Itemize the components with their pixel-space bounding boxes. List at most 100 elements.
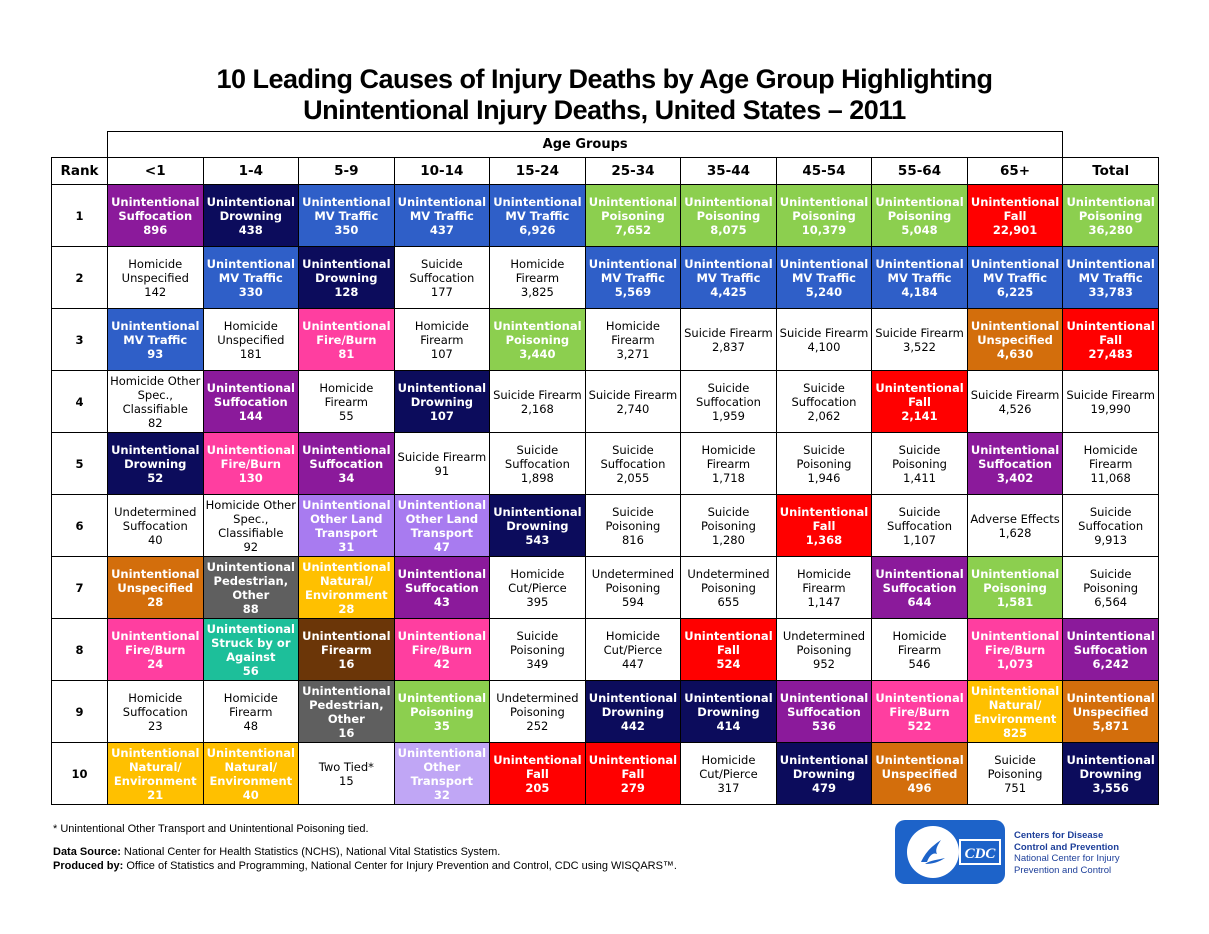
column-header: 55-64 (871, 157, 968, 185)
cause-label: Unintentional Fire/Burn (111, 628, 200, 657)
death-count: 27,483 (1088, 346, 1133, 361)
table-cell: Unintentional Drowning 3,556 (1062, 742, 1159, 805)
death-count: 442 (620, 718, 645, 733)
rank-cell: 8 (51, 618, 108, 681)
table-cell: Unintentional MV Traffic 6,926 (489, 184, 586, 247)
rank-cell: 10 (51, 742, 108, 805)
table-cell: Unintentional Poisoning 1,581 (966, 556, 1064, 619)
cause-label: Homicide Firearm (796, 566, 851, 595)
cause-label: Homicide Other Spec., Classifiable (110, 373, 201, 416)
cause-label: Unintentional MV Traffic (397, 194, 487, 223)
death-count: 751 (1004, 780, 1027, 795)
death-count: 15 (339, 773, 354, 788)
cause-label: Unintentional Fire/Burn (302, 318, 391, 347)
death-count: 438 (238, 222, 263, 237)
death-count: 896 (143, 222, 168, 237)
death-count: 524 (716, 656, 741, 671)
cause-label: Unintentional Fall (970, 194, 1060, 223)
death-count: 6,225 (996, 284, 1034, 299)
table-cell: Homicide Suffocation 23 (107, 680, 204, 743)
death-count: 47 (433, 539, 450, 554)
table-row: 5 Unintentional Drowning 52 Unintentional F… (51, 432, 1159, 495)
cause-label: Unintentional MV Traffic (970, 256, 1060, 285)
cause-label: Homicide Firearm (701, 442, 756, 471)
table-cell: Unintentional Poisoning 8,075 (680, 184, 777, 247)
death-count: 93 (147, 346, 164, 361)
death-count: 522 (907, 718, 932, 733)
death-count: 496 (907, 780, 932, 795)
cause-label: Two Tied* (318, 759, 374, 774)
cause-label: Unintentional Suffocation (875, 566, 964, 595)
table-row: 4 Homicide Other Spec., Classifiable 82 Uni… (51, 370, 1159, 433)
table-cell: Unintentional Unspecified 4,630 (966, 308, 1064, 371)
table-cell: Unintentional Fall 1,368 (775, 494, 873, 557)
death-count: 3,271 (616, 346, 650, 361)
table-cell: Suicide Poisoning 1,946 (775, 432, 873, 495)
cdc-name-line-4: Prevention and Control (1014, 864, 1112, 876)
title-line-2: Unintentional Injury Deaths, United Stat… (303, 95, 906, 125)
cause-label: Unintentional Drowning (588, 690, 678, 719)
table-cell: Unintentional Poisoning 7,652 (584, 184, 682, 247)
death-count: 6,242 (1092, 656, 1129, 671)
hhs-cdc-logo: CDC (895, 820, 1005, 884)
table-cell: Unintentional Other Land Transport 47 (393, 494, 491, 557)
death-count: 437 (429, 222, 454, 237)
table-cell: Undetermined Poisoning 952 (775, 618, 873, 681)
cause-label: Unintentional Poisoning (684, 194, 773, 223)
cdc-name-line-1: Centers for Disease (1014, 830, 1104, 841)
death-count: 36,280 (1088, 222, 1133, 237)
death-count: 23 (147, 718, 163, 733)
column-header: 45-54 (775, 157, 873, 185)
death-count: 28 (147, 594, 164, 609)
table-cell: Suicide Firearm 91 (393, 432, 491, 495)
table-cell: Unintentional Fire/Burn 130 (202, 432, 300, 495)
cause-label: Suicide Firearm (1066, 387, 1155, 402)
table-cell: Unintentional Fall 205 (489, 742, 586, 805)
table-cell: Suicide Suffocation 2,062 (775, 370, 873, 433)
table-cell: Unintentional Natural/ Environment 21 (107, 742, 204, 805)
cause-label: Unintentional Unspecified (111, 566, 200, 595)
table-cell: Unintentional Fall 22,901 (966, 184, 1064, 247)
death-count: 81 (338, 346, 355, 361)
age-groups-header: Age Groups (106, 131, 1064, 158)
table-cell: Unintentional Unspecified 5,871 (1062, 680, 1159, 743)
table-cell: Unintentional MV Traffic 330 (202, 246, 300, 309)
table-cell: Suicide Suffocation 1,959 (680, 370, 777, 433)
column-header: Total (1062, 157, 1159, 185)
cause-label: Suicide Suffocation (504, 442, 570, 471)
source-notes: Data Source: National Center for Health … (53, 845, 677, 873)
column-header: 10-14 (393, 157, 491, 185)
cause-label: Unintentional MV Traffic (111, 318, 200, 347)
cause-label: Suicide Firearm (397, 449, 487, 464)
rank-cell: 3 (51, 308, 108, 371)
death-count: 5,871 (1092, 718, 1129, 733)
column-header: 15-24 (489, 157, 586, 185)
column-header-row: Rank <1 1-4 5-9 10-14 15-24 25-34 35-44 45-54 55… (51, 157, 1159, 185)
table-cell: Homicide Firearm 3,825 (489, 246, 586, 309)
table-cell: Unintentional Suffocation 34 (298, 432, 395, 495)
cause-label: Adverse Effects (970, 511, 1060, 526)
table-cell: Suicide Firearm 4,526 (966, 370, 1064, 433)
death-count: 2,168 (520, 401, 554, 416)
death-count: 816 (621, 532, 644, 547)
cause-label: Unintentional Firearm (302, 628, 391, 657)
column-header: <1 (107, 157, 204, 185)
table-cell: Unintentional MV Traffic 4,425 (680, 246, 777, 309)
table-cell: Homicide Firearm 48 (202, 680, 300, 743)
cause-label: Suicide Firearm (493, 387, 582, 402)
table-cell: Unintentional Drowning 414 (680, 680, 777, 743)
table-cell: Suicide Poisoning 1,411 (871, 432, 968, 495)
cause-label: Unintentional MV Traffic (302, 194, 391, 223)
death-count: 144 (238, 408, 263, 423)
cause-label: Unintentional Other Land Transport (397, 497, 487, 540)
table-cell: Unintentional Drowning 107 (393, 370, 491, 433)
table-cell: Unintentional Natural/ Environment 28 (298, 556, 395, 619)
death-count: 22,901 (992, 222, 1038, 237)
cause-label: Suicide Poisoning (987, 752, 1043, 781)
table-cell: Unintentional Suffocation 43 (393, 556, 491, 619)
cause-label: Unintentional Unspecified (970, 318, 1060, 347)
table-row: 10 Unintentional Natural/ Environment 21 Un… (51, 742, 1159, 805)
table-cell: Suicide Poisoning 349 (489, 618, 586, 681)
table-cell: Unintentional Struck by or Against 56 (202, 618, 300, 681)
cause-label: Suicide Poisoning (796, 442, 852, 471)
